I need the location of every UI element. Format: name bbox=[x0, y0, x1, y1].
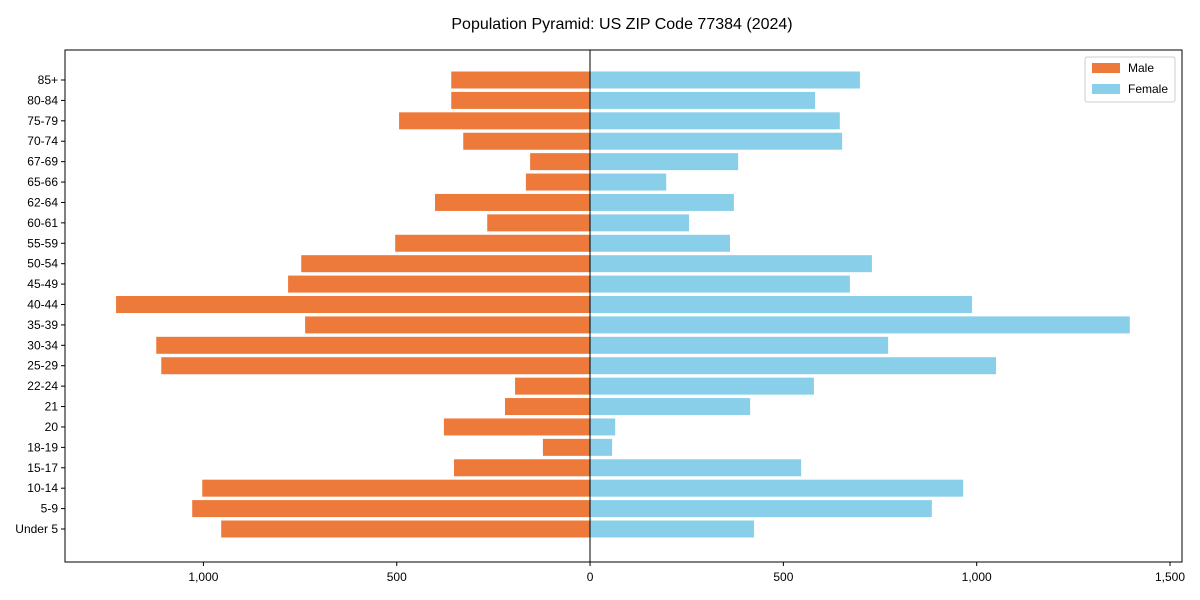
y-tick-label: 75-79 bbox=[27, 114, 58, 128]
bar-male bbox=[453, 459, 591, 477]
bar-female bbox=[590, 214, 690, 232]
bar-female bbox=[590, 173, 667, 191]
bar-male bbox=[525, 173, 591, 191]
y-tick-label: 62-64 bbox=[27, 195, 58, 209]
bar-male bbox=[202, 479, 591, 497]
y-tick-label: 65-66 bbox=[27, 175, 58, 189]
x-tick-label: 500 bbox=[773, 570, 793, 584]
bar-male bbox=[504, 398, 591, 416]
y-tick-label: 70-74 bbox=[27, 134, 58, 148]
bar-male bbox=[451, 91, 591, 109]
y-tick-label: 18-19 bbox=[27, 440, 58, 454]
y-tick-label: 67-69 bbox=[27, 155, 58, 169]
x-tick-label: 1,000 bbox=[188, 570, 218, 584]
bar-female bbox=[590, 438, 613, 456]
bar-female bbox=[590, 398, 751, 416]
bar-male bbox=[116, 296, 591, 313]
bar-male bbox=[451, 71, 591, 89]
y-tick-label: 40-44 bbox=[27, 298, 58, 312]
bar-female bbox=[590, 193, 734, 211]
bar-male bbox=[435, 193, 591, 211]
y-tick-label: 22-24 bbox=[27, 379, 58, 393]
bar-female bbox=[590, 377, 814, 395]
bar-female bbox=[590, 255, 872, 273]
bar-male bbox=[221, 520, 591, 538]
bar-male bbox=[161, 357, 591, 375]
bar-female bbox=[590, 357, 997, 375]
legend-label-male: Male bbox=[1128, 61, 1154, 75]
bar-male bbox=[542, 438, 591, 456]
x-tick-label: 0 bbox=[587, 570, 594, 584]
bar-female bbox=[590, 132, 843, 150]
bar-female bbox=[590, 500, 932, 518]
bar-male bbox=[515, 377, 591, 395]
bar-male bbox=[487, 214, 591, 232]
x-tick-label: 500 bbox=[387, 570, 407, 584]
bar-female bbox=[590, 275, 850, 293]
y-tick-label: 25-29 bbox=[27, 359, 58, 373]
y-tick-label: 30-34 bbox=[27, 338, 58, 352]
bar-female bbox=[590, 234, 731, 252]
y-tick-label: 5-9 bbox=[41, 502, 59, 516]
bar-female bbox=[590, 296, 973, 313]
chart-title: Population Pyramid: US ZIP Code 77384 (2… bbox=[451, 16, 792, 33]
bar-female bbox=[590, 91, 816, 109]
y-tick-label: 10-14 bbox=[27, 481, 58, 495]
legend-swatch-male bbox=[1092, 63, 1120, 73]
plot-frame bbox=[64, 49, 1183, 563]
bar-female bbox=[590, 153, 739, 171]
y-tick-label: 20 bbox=[45, 420, 59, 434]
y-tick-label: 21 bbox=[45, 400, 59, 414]
bar-female bbox=[590, 316, 1130, 334]
x-tick-label: 1,000 bbox=[962, 570, 992, 584]
y-tick-label: Under 5 bbox=[15, 522, 58, 536]
legend: Male Female bbox=[1084, 56, 1176, 103]
legend-label-female: Female bbox=[1128, 82, 1168, 96]
y-tick-label: 80-84 bbox=[27, 93, 58, 107]
y-tick-label: 15-17 bbox=[27, 461, 58, 475]
y-tick-label: 50-54 bbox=[27, 257, 58, 271]
y-tick-label: 45-49 bbox=[27, 277, 58, 291]
bar-male bbox=[395, 234, 591, 252]
bar-male bbox=[399, 112, 591, 130]
bar-female bbox=[590, 71, 860, 89]
bar-male bbox=[443, 418, 591, 436]
y-tick-label: 35-39 bbox=[27, 318, 58, 332]
x-tick-label: 1,500 bbox=[1155, 570, 1185, 584]
bar-female bbox=[590, 459, 802, 477]
bar-male bbox=[288, 275, 591, 293]
y-tick-label: 60-61 bbox=[27, 216, 58, 230]
y-tick-label: 85+ bbox=[38, 73, 58, 87]
bar-male bbox=[301, 255, 591, 273]
y-tick-label: 55-59 bbox=[27, 236, 58, 250]
bar-male bbox=[156, 336, 591, 354]
bar-female bbox=[590, 520, 754, 538]
bar-male bbox=[305, 316, 591, 334]
bar-female bbox=[590, 336, 889, 354]
bar-female bbox=[590, 112, 840, 130]
bar-female bbox=[590, 479, 964, 497]
bar-female bbox=[590, 418, 616, 436]
legend-swatch-female bbox=[1092, 84, 1120, 94]
bar-male bbox=[192, 500, 591, 518]
bar-male bbox=[530, 153, 591, 171]
bar-male bbox=[463, 132, 591, 150]
